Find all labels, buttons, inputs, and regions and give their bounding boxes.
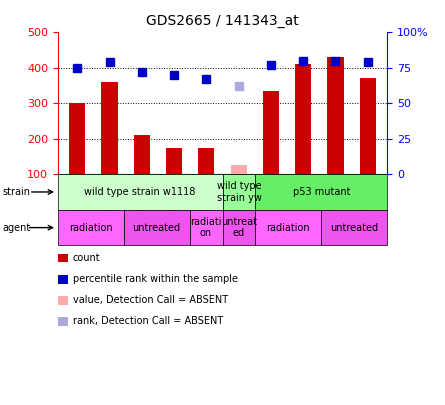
Bar bbox=[166, 147, 182, 174]
Text: radiation: radiation bbox=[69, 223, 113, 232]
Bar bbox=[360, 79, 376, 174]
Text: agent: agent bbox=[2, 223, 30, 232]
Text: untreated: untreated bbox=[330, 223, 378, 232]
Text: rank, Detection Call = ABSENT: rank, Detection Call = ABSENT bbox=[73, 316, 223, 326]
Bar bbox=[231, 165, 247, 174]
Text: untreat
ed: untreat ed bbox=[221, 217, 257, 239]
Bar bbox=[134, 135, 150, 174]
Text: count: count bbox=[73, 253, 101, 263]
Text: untreated: untreated bbox=[133, 223, 181, 232]
Bar bbox=[198, 147, 214, 174]
Text: wild type
strain yw: wild type strain yw bbox=[217, 181, 261, 203]
Text: strain: strain bbox=[2, 187, 30, 197]
Bar bbox=[101, 82, 117, 174]
Bar bbox=[263, 91, 279, 174]
Bar bbox=[295, 64, 312, 174]
Text: wild type strain w1118: wild type strain w1118 bbox=[85, 187, 196, 197]
Text: radiation: radiation bbox=[267, 223, 310, 232]
Text: GDS2665 / 141343_at: GDS2665 / 141343_at bbox=[146, 14, 299, 28]
Bar bbox=[328, 57, 344, 174]
Bar bbox=[69, 103, 85, 174]
Text: percentile rank within the sample: percentile rank within the sample bbox=[73, 274, 238, 284]
Text: radiati
on: radiati on bbox=[190, 217, 222, 239]
Text: p53 mutant: p53 mutant bbox=[292, 187, 350, 197]
Text: value, Detection Call = ABSENT: value, Detection Call = ABSENT bbox=[73, 295, 228, 305]
